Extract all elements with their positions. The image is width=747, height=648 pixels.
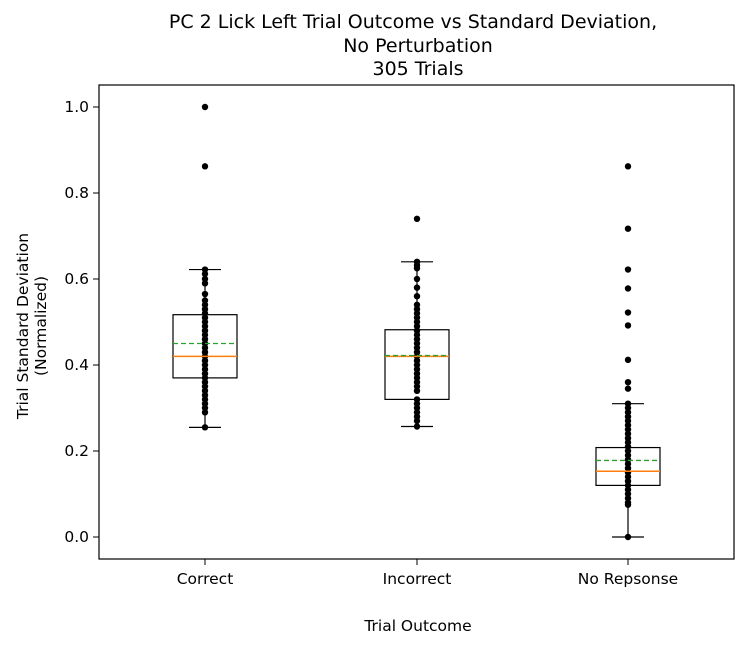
- y-tick-label: 0.8: [64, 184, 89, 202]
- data-point: [624, 285, 632, 292]
- box-group: [384, 215, 450, 430]
- data-point: [624, 266, 632, 273]
- y-tick-label: 0.6: [64, 270, 89, 288]
- data-point: [201, 163, 209, 170]
- chart-title-line-3: 305 Trials: [372, 58, 463, 80]
- data-point: [413, 293, 421, 300]
- box-group: [595, 163, 661, 541]
- x-tick-label: Incorrect: [383, 570, 452, 588]
- chart-title-line-1: PC 2 Lick Left Trial Outcome vs Standard…: [169, 11, 657, 33]
- y-axis-label: Trial Standard Deviation (Normalized): [14, 233, 50, 420]
- chart-title-line-2: No Perturbation: [343, 35, 493, 57]
- data-point: [624, 322, 632, 329]
- data-point: [413, 215, 421, 222]
- data-point: [201, 424, 209, 431]
- data-point: [624, 225, 632, 232]
- y-axis-label-line-1: Trial Standard Deviation: [14, 233, 32, 420]
- data-point: [201, 103, 209, 111]
- data-point: [201, 409, 209, 416]
- y-tick-label: 0.4: [64, 356, 89, 374]
- data-point: [624, 501, 632, 508]
- x-tick-label: No Repsonse: [578, 570, 678, 588]
- x-axis-label: Trial Outcome: [363, 617, 471, 635]
- chart-title: PC 2 Lick Left Trial Outcome vs Standard…: [169, 11, 657, 80]
- y-tick-label: 0.0: [64, 528, 89, 546]
- data-point: [413, 387, 421, 394]
- data-point: [413, 417, 421, 425]
- y-tick-label: 1.0: [64, 98, 89, 116]
- data-point: [413, 275, 421, 283]
- data-point: [624, 385, 632, 392]
- data-point: [624, 163, 632, 170]
- y-tick-label: 0.2: [64, 442, 89, 460]
- data-point: [624, 379, 632, 386]
- x-tick-label: Correct: [177, 570, 234, 588]
- y-axis-label-line-2: (Normalized): [32, 276, 50, 376]
- data-point: [201, 270, 209, 278]
- box-group: [172, 103, 238, 431]
- data-point: [413, 265, 421, 272]
- data-point: [413, 284, 421, 291]
- data-point: [201, 280, 209, 287]
- data-point: [624, 309, 632, 316]
- data-point: [624, 533, 632, 541]
- data-point: [624, 356, 632, 364]
- y-axis-ticks: 0.0 0.2 0.4 0.6 0.8 1.0: [64, 98, 99, 546]
- data-point: [201, 290, 209, 298]
- x-axis-ticks: Correct Incorrect No Repsonse: [177, 559, 678, 588]
- data-point: [413, 423, 421, 430]
- box-plot-marks: [172, 103, 661, 541]
